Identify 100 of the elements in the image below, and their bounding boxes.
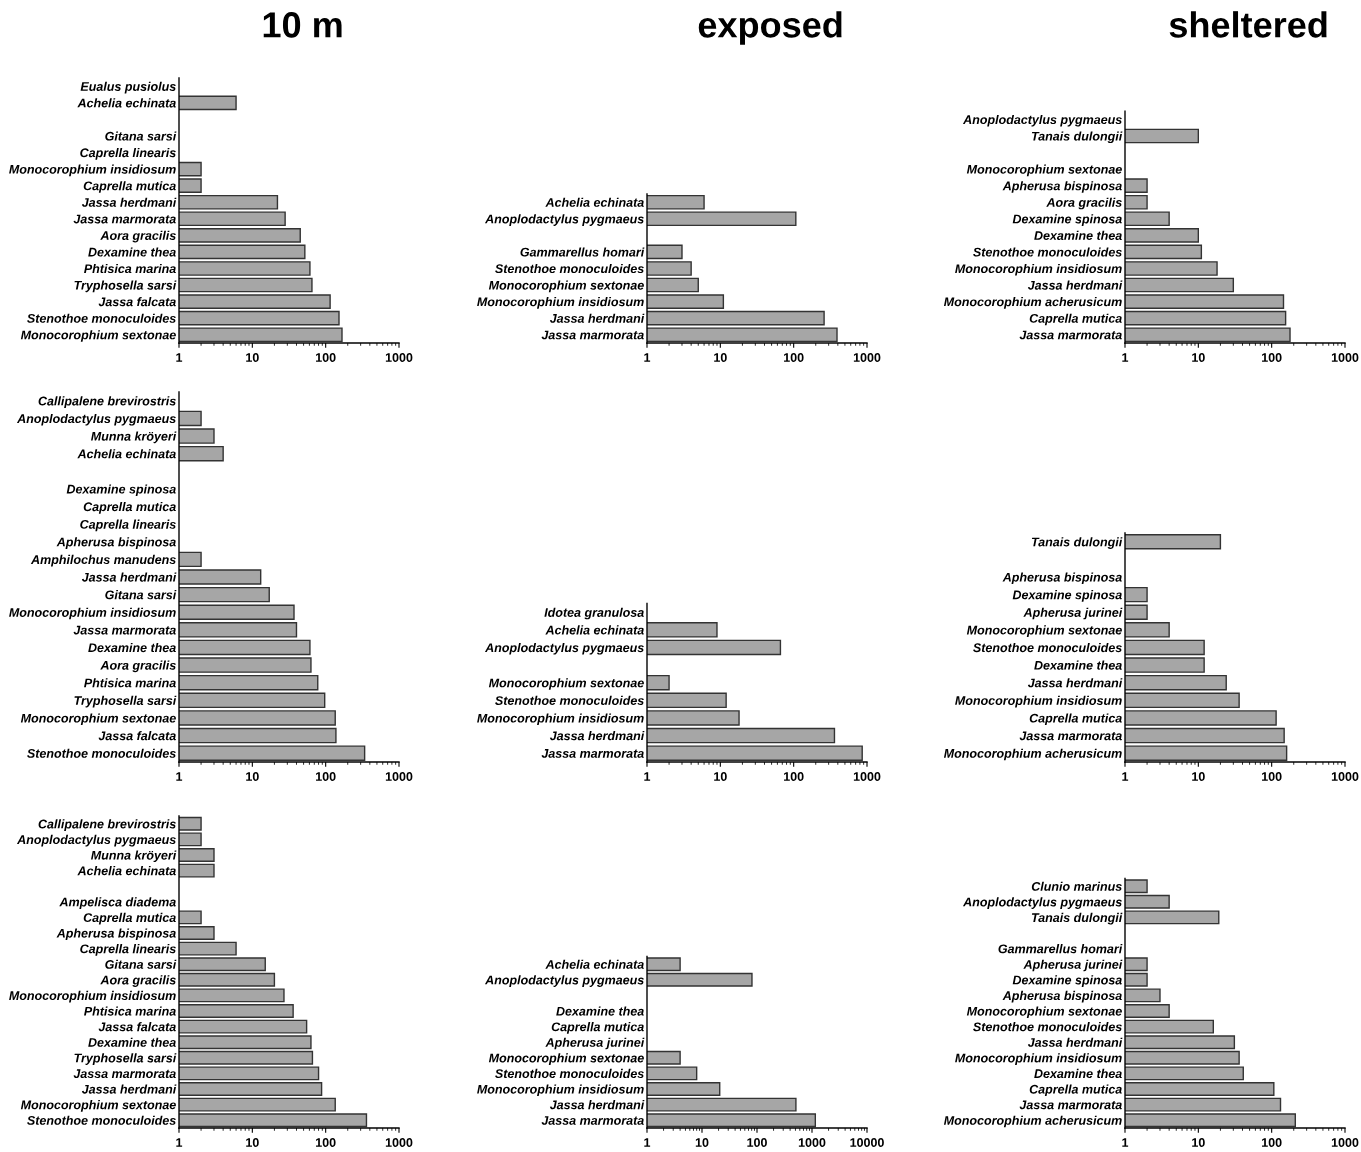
y-tick-label: Tanais dulongii [1031, 131, 1123, 144]
y-tick-label: Anoplodactylus pygmaeus [484, 214, 644, 226]
y-tick-label: Stenothoe monoculoides [973, 1022, 1122, 1032]
y-tick-label: Monocorophium insidiosum [477, 713, 644, 726]
x-tick-label: 100 [1262, 772, 1282, 781]
y-tick-label: Jassa herdmani [549, 1100, 645, 1110]
x-tick-label: 10 [246, 772, 259, 781]
y-tick-label: Anoplodactylus pygmaeus [16, 413, 176, 426]
y-tick-label: Aora gracilis [100, 660, 176, 673]
y-tick-label: Jassa marmorata [541, 1116, 644, 1125]
x-tick-label: 1000 [385, 353, 413, 362]
y-tick-label: Eualus pusiolus [80, 81, 176, 94]
y-tick-label: Tanais dulongii [1031, 537, 1123, 549]
y-tick-label: Anoplodactylus pygmaeus [962, 897, 1122, 909]
y-tick-label: Jassa marmorata [1019, 1100, 1122, 1110]
x-tick-label: 10 [1192, 353, 1205, 362]
y-tick-label: Caprella mutica [1029, 313, 1122, 326]
y-tick-label: Callipalene brevirostris [38, 819, 176, 831]
y-tick-label: Jassa herdmani [1027, 1037, 1123, 1047]
y-tick-label: Stenothoe monoculoides [973, 642, 1122, 653]
x-tick-label: 10 [695, 1138, 709, 1147]
x-tick-label: 1 [176, 353, 183, 362]
y-tick-label: Gammarellus homari [520, 247, 645, 257]
y-tick-label: Monocorophium insidiosum [955, 263, 1122, 276]
y-tick-label: Gammarellus homari [998, 944, 1123, 954]
y-tick-label: Gitana sarsi [105, 959, 177, 969]
y-tick-label: Apherusa bispinosa [1002, 572, 1122, 585]
y-tick-label: Jassa falcata [98, 731, 176, 741]
x-tick-label: 100 [784, 353, 804, 362]
y-tick-label: Jassa marmorata [73, 1069, 176, 1079]
y-tick-label: Jassa marmorata [73, 625, 176, 635]
y-tick-label: Stenothoe monoculoides [495, 695, 644, 705]
y-tick-label: Dexamine thea [556, 1006, 644, 1016]
y-tick-label: Anoplodactylus pygmaeus [484, 642, 644, 655]
y-tick-label: Stenothoe monoculoides [27, 313, 176, 323]
y-tick-label: Jassa herdmani [549, 731, 645, 741]
y-tick-label: Munna kröyeri [91, 431, 177, 444]
y-tick-label: Stenothoe monoculoides [495, 1068, 644, 1079]
x-tick-label: 1000 [853, 772, 881, 781]
y-tick-label: Monocorophium sextonae [20, 330, 176, 342]
y-tick-label: Jassa marmorata [541, 330, 644, 340]
y-tick-label: Monocorophium insidiosum [477, 1084, 644, 1097]
x-tick-label: 1 [1122, 353, 1129, 362]
y-tick-label: Phtisica marina [84, 1006, 176, 1016]
y-tick-label: Jassa marmorata [541, 749, 644, 758]
y-tick-label: Achelia echinata [77, 866, 176, 876]
y-tick-label: Munna kröyeri [91, 850, 177, 863]
x-tick-label: 1000 [798, 1138, 826, 1147]
y-tick-label: Aora gracilis [100, 975, 176, 987]
y-tick-label: Monocorophium insidiosum [9, 990, 176, 1003]
y-tick-label: Monocorophium sextonae [488, 280, 644, 293]
y-tick-label: Caprella mutica [83, 501, 176, 514]
y-tick-label: Monocorophium acherusicum [943, 748, 1122, 761]
x-tick-label: 1000 [853, 353, 881, 362]
y-tick-label: Caprella mutica [83, 912, 176, 925]
y-tick-label: Achelia echinata [545, 625, 644, 635]
y-tick-label: Dexamine spinosa [1012, 214, 1122, 226]
y-tick-label: Gitana sarsi [105, 131, 177, 141]
y-tick-label: Apherusa bispinosa [56, 537, 176, 549]
y-tick-label: Monocorophium sextonae [20, 713, 176, 726]
x-tick-label: 1 [1122, 1138, 1129, 1147]
x-tick-label: 1 [644, 772, 651, 781]
y-tick-label: Achelia echinata [545, 197, 644, 207]
y-tick-label: Achelia echinata [77, 98, 176, 108]
y-tick-label: Anoplodactylus pygmaeus [484, 975, 644, 987]
y-tick-label: Jassa herdmani [81, 1084, 177, 1094]
x-tick-label: 10 [246, 353, 259, 362]
chart-title: exposed [698, 11, 842, 45]
y-tick-label: Jassa herdmani [1027, 678, 1123, 688]
y-tick-label: Aora gracilis [1046, 197, 1122, 210]
y-tick-label: Apherusa jurinei [1023, 607, 1123, 620]
y-tick-label: Apherusa jurinei [1023, 959, 1123, 972]
y-tick-label: Achelia echinata [545, 959, 644, 969]
y-tick-label: Dexamine thea [1034, 1068, 1122, 1079]
y-tick-label: Monocorophium insidiosum [955, 695, 1122, 708]
y-tick-label: Caprella mutica [551, 1022, 644, 1034]
x-tick-label: 10 [246, 1138, 259, 1147]
x-tick-label: 100 [747, 1138, 767, 1147]
y-tick-label: Dexamine spinosa [66, 484, 176, 497]
y-tick-label: Gitana sarsi [105, 590, 177, 600]
y-tick-label: Monocorophium insidiosum [9, 164, 176, 177]
y-tick-label: Apherusa bispinosa [56, 928, 176, 941]
x-tick-label: 1 [176, 1138, 183, 1147]
y-tick-label: Phtisica marina [84, 263, 176, 274]
y-tick-label: Tanais dulongii [1031, 912, 1123, 925]
x-tick-label: 1 [176, 772, 183, 781]
y-tick-label: Idotea granulosa [544, 607, 644, 620]
y-tick-label: Monocorophium sextonae [966, 1006, 1122, 1019]
y-tick-label: Callipalene brevirostris [38, 396, 176, 408]
y-tick-label: Dexamine spinosa [1012, 975, 1122, 987]
x-tick-label: 1000 [385, 1138, 413, 1147]
y-tick-label: Jassa herdmani [549, 313, 645, 323]
x-tick-label: 100 [316, 1138, 336, 1147]
y-tick-label: Dexamine thea [88, 1037, 176, 1047]
x-tick-label: 10 [714, 353, 727, 362]
x-tick-label: 1000 [1331, 353, 1359, 362]
x-tick-label: 1 [644, 1138, 651, 1147]
y-tick-label: Dexamine thea [1034, 660, 1122, 670]
y-tick-label: Stenothoe monoculoides [973, 247, 1122, 257]
y-tick-label: Jassa herdmani [81, 572, 177, 582]
